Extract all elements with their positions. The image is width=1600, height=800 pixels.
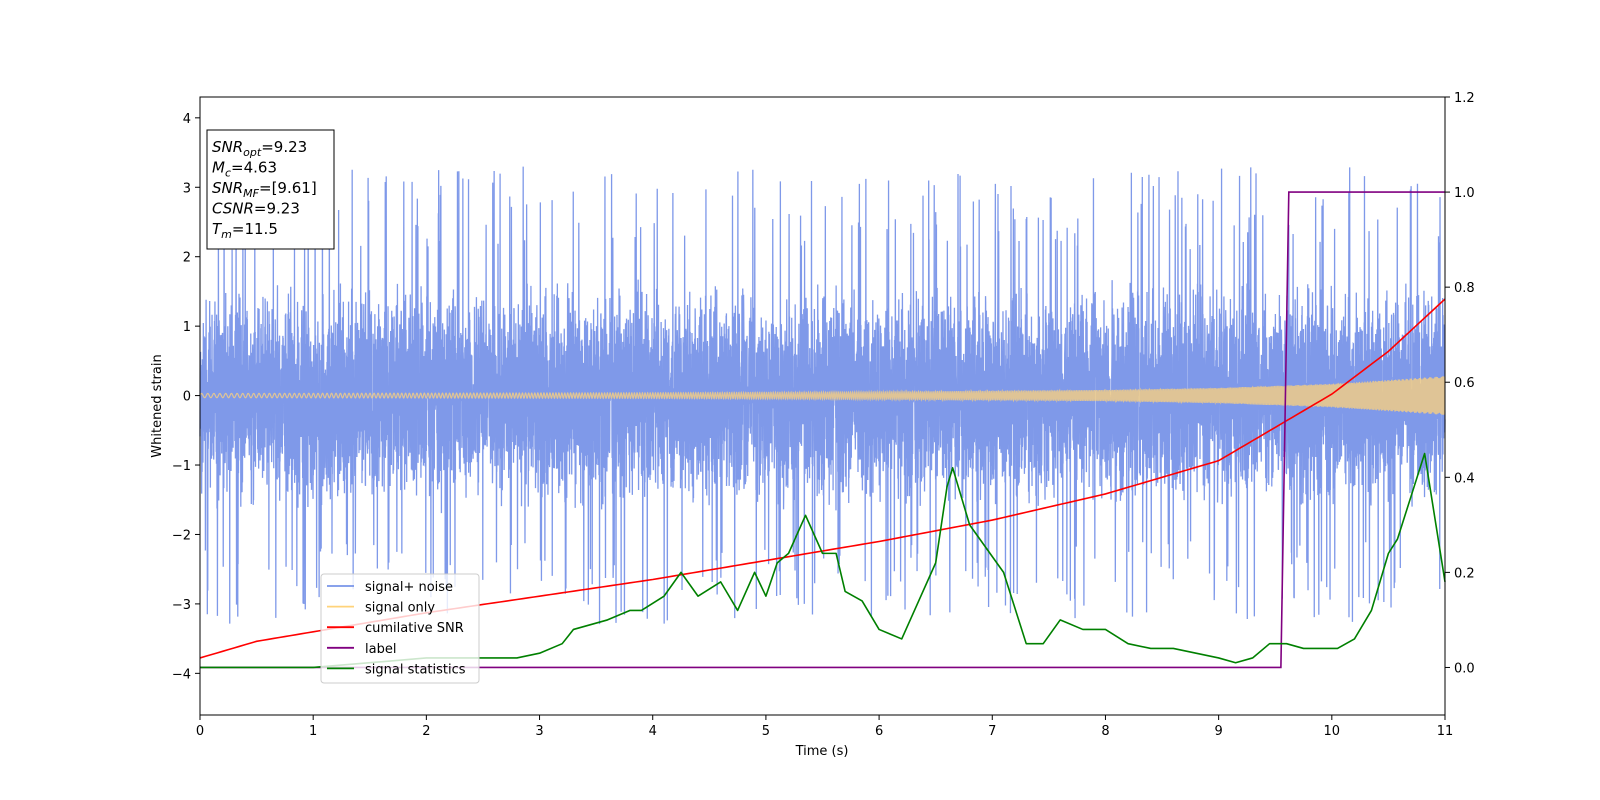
info-line: Tm=11.5 [212,220,278,241]
x-axis-label: Time (s) [795,744,849,759]
legend-frame [320,573,480,684]
info-line: Mc=4.63 [212,159,277,180]
x-tick-label: 9 [1214,724,1222,739]
legend-label: signal+ noise [365,580,453,595]
y-axis-left: 4 3 2 1 0 −1 −2 −3 −4 [172,112,200,682]
legend-label: signal statistics [365,662,466,677]
x-tick-label: 11 [1437,724,1454,739]
plot-frame [199,96,1446,716]
signal-only-line [199,376,1446,415]
info-line: CSNR=9.23 [212,200,300,218]
y-tick-label: −2 [172,528,191,543]
legend-label: cumilative SNR [365,621,464,636]
signal-only-series [199,376,1446,415]
x-tick-label: 5 [762,724,770,739]
x-tick-label: 3 [535,724,543,739]
y-tick-label: 3 [183,181,191,196]
y2-tick-label: 0.8 [1454,281,1475,296]
y2-tick-label: 0.2 [1454,566,1475,581]
legend-label: label [365,642,396,657]
y2-tick-label: 0.4 [1454,471,1475,486]
y-axis-label: Whitened strain [150,354,165,457]
signal-noise-series [199,166,1446,625]
x-tick-label: 10 [1324,724,1341,739]
y-tick-label: −4 [172,667,191,682]
x-tick-label: 2 [422,724,430,739]
y-tick-label: 2 [183,251,191,266]
label-line [200,191,1445,669]
y2-tick-label: 0.0 [1454,661,1475,676]
y-tick-label: −3 [172,598,191,613]
y-axis-right: 1.2 1.0 0.8 0.6 0.4 0.2 0.0 [1445,91,1475,676]
x-tick-label: 7 [988,724,996,739]
x-tick-label: 6 [875,724,883,739]
info-box-frame [206,129,335,250]
signal-statistics-line [200,452,1446,669]
x-tick-label: 4 [649,724,657,739]
y2-tick-label: 1.2 [1454,91,1475,106]
y2-tick-label: 0.6 [1454,376,1475,391]
y-tick-label: −1 [172,459,191,474]
signal-noise-line [199,166,1446,625]
x-axis: 0 1 2 3 4 5 6 7 8 9 10 11 [196,715,1453,739]
legend-label: signal only [365,601,435,616]
x-tick-label: 1 [309,724,317,739]
legend: signal+ noise signal only cumilative SNR la… [320,573,480,684]
y2-tick-label: 1.0 [1454,186,1475,201]
y-tick-label: 0 [183,390,191,405]
y-tick-label: 4 [183,112,191,127]
info-line: SNRMF=[9.61] [212,179,317,200]
info-line: SNRopt=9.23 [212,138,307,159]
x-tick-label: 8 [1101,724,1109,739]
y-tick-label: 1 [183,320,191,335]
x-tick-label: 0 [196,724,204,739]
